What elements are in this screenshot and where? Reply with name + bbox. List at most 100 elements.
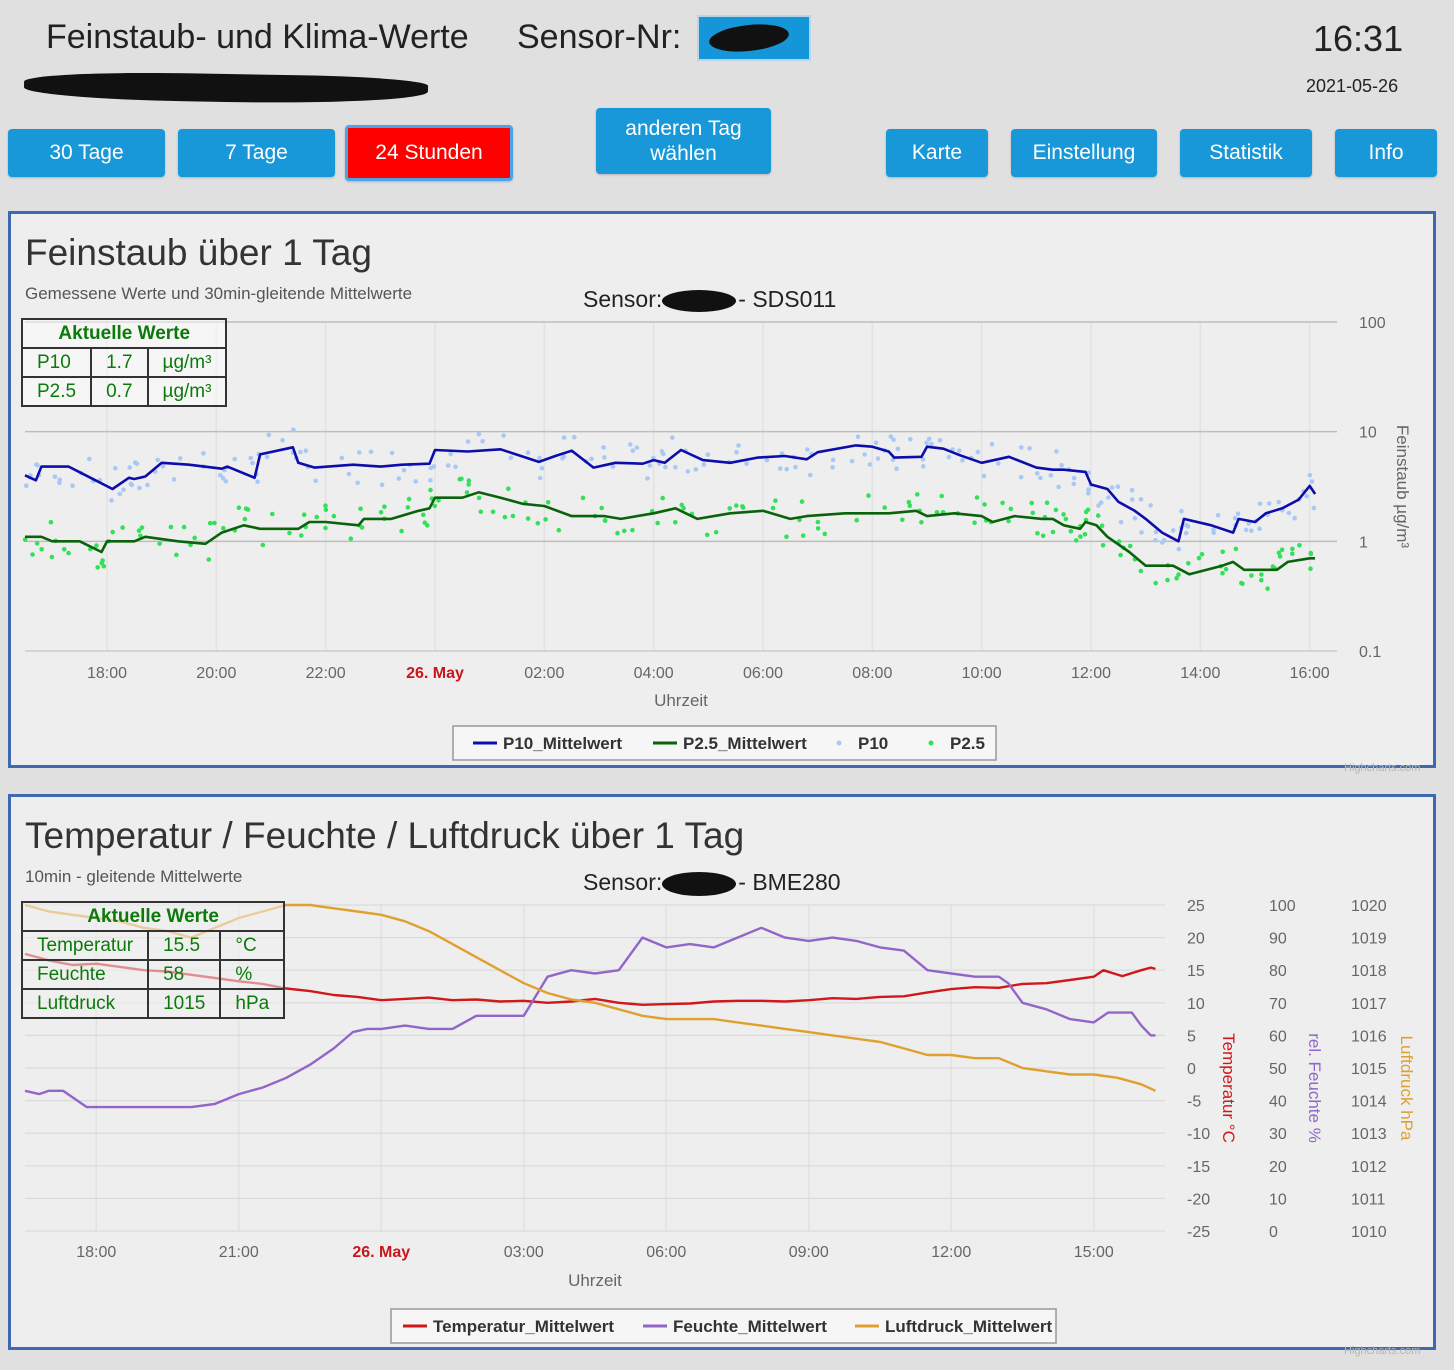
data-point — [736, 443, 741, 448]
table-row: P2.5 0.7 µg/m³ — [20, 376, 228, 407]
data-point — [1183, 530, 1189, 536]
data-point — [1086, 487, 1091, 492]
climate-chart-credits[interactable]: Highcharts.com — [1344, 1345, 1421, 1357]
data-point — [432, 503, 438, 509]
data-point — [895, 446, 901, 452]
data-point — [705, 452, 711, 457]
x-tick-label: 04:00 — [634, 665, 674, 682]
y-tick-label: 100 — [1359, 315, 1386, 332]
data-point — [1063, 516, 1069, 522]
data-point — [866, 493, 871, 498]
data-point — [693, 467, 699, 472]
data-point — [937, 438, 943, 443]
info-button[interactable]: Info — [1335, 129, 1437, 177]
data-point — [52, 474, 58, 480]
choose-other-day-button[interactable]: anderen Tag wählen — [596, 108, 771, 174]
data-point — [490, 509, 496, 515]
range-30-days-button[interactable]: 30 Tage — [8, 129, 165, 177]
chart-legend — [452, 725, 997, 761]
data-point — [981, 473, 987, 479]
data-point — [685, 469, 691, 474]
x-tick-label: 12:00 — [931, 1244, 971, 1261]
data-point — [1308, 566, 1313, 571]
settings-button[interactable]: Einstellung — [1011, 129, 1157, 177]
data-point — [192, 535, 197, 541]
data-point — [448, 451, 454, 457]
data-point — [49, 554, 55, 560]
climate-chart-panel: Temperatur / Feuchte / Luftdruck über 1 … — [8, 794, 1436, 1350]
data-point — [428, 487, 433, 493]
data-point — [94, 543, 99, 548]
climate-sensor-line: Sensor: - BME280 — [583, 869, 841, 896]
data-point — [670, 435, 675, 440]
data-point — [1106, 495, 1111, 500]
data-point — [561, 435, 567, 440]
x-tick-label: 20:00 — [196, 665, 236, 682]
data-point — [457, 476, 463, 482]
data-point — [921, 464, 926, 469]
data-point — [1153, 529, 1159, 535]
legend-item-label: Temperatur_Mittelwert — [433, 1317, 614, 1336]
y-tick-label: -25 — [1187, 1224, 1210, 1241]
data-point — [1257, 501, 1263, 507]
data-point — [934, 510, 940, 515]
data-point — [368, 449, 374, 455]
data-point — [24, 483, 29, 489]
data-point — [70, 483, 75, 489]
data-point — [867, 462, 873, 467]
series-line-feuchte-mittelwert — [24, 926, 1156, 1109]
data-point — [121, 487, 126, 492]
data-point — [1083, 509, 1089, 515]
range-7-days-button[interactable]: 7 Tage — [178, 129, 335, 177]
y-tick-label: 25 — [1187, 898, 1205, 915]
data-point — [1027, 446, 1032, 451]
y-tick-label: 1016 — [1351, 1028, 1387, 1045]
data-point — [1098, 500, 1104, 505]
data-point — [1286, 510, 1292, 516]
y-tick-label: 1019 — [1351, 931, 1387, 948]
data-point — [996, 461, 1001, 466]
table-row: Luftdruck 1015 hPa — [20, 988, 286, 1019]
x-axis-label: Uhrzeit — [568, 1271, 622, 1290]
data-point — [919, 520, 924, 525]
current-p25-value: 0.7 — [90, 376, 149, 407]
sensor-number-label: Sensor-Nr: — [517, 18, 682, 56]
data-point — [862, 452, 867, 457]
range-24-hours-button[interactable]: 24 Stunden — [345, 125, 513, 181]
data-point — [805, 447, 810, 452]
data-point — [1035, 531, 1040, 536]
statistics-button[interactable]: Statistik — [1180, 129, 1312, 177]
y-tick-label: 70 — [1269, 996, 1287, 1013]
data-point — [744, 461, 749, 466]
x-tick-label: 06:00 — [743, 665, 783, 682]
dust-chart-credits[interactable]: Highcharts.com — [1344, 762, 1421, 774]
data-point — [314, 514, 320, 520]
x-tick-label: 03:00 — [504, 1244, 544, 1261]
data-point — [1176, 572, 1181, 577]
data-point — [1279, 547, 1285, 552]
data-point — [1071, 475, 1077, 481]
data-point — [628, 442, 633, 447]
data-point — [331, 513, 337, 519]
data-point — [764, 457, 770, 463]
data-point — [1000, 500, 1005, 506]
data-point — [539, 466, 545, 471]
data-point — [1129, 497, 1135, 502]
data-point — [1185, 524, 1191, 529]
sensor-number-field — [697, 15, 811, 61]
data-point — [855, 434, 861, 440]
data-point — [525, 516, 531, 521]
y-tick-label: -15 — [1187, 1159, 1210, 1176]
data-point — [1276, 499, 1281, 505]
data-point — [982, 502, 987, 507]
data-point — [358, 506, 363, 512]
dust-sensor-redaction — [662, 289, 738, 312]
data-point — [1132, 515, 1138, 521]
data-point — [421, 512, 426, 518]
map-button[interactable]: Karte — [886, 129, 988, 177]
data-point — [777, 466, 783, 471]
data-point — [1211, 527, 1216, 532]
data-point — [1109, 485, 1115, 490]
y-tick-label: -20 — [1187, 1191, 1210, 1208]
x-tick-label: 02:00 — [524, 665, 564, 682]
